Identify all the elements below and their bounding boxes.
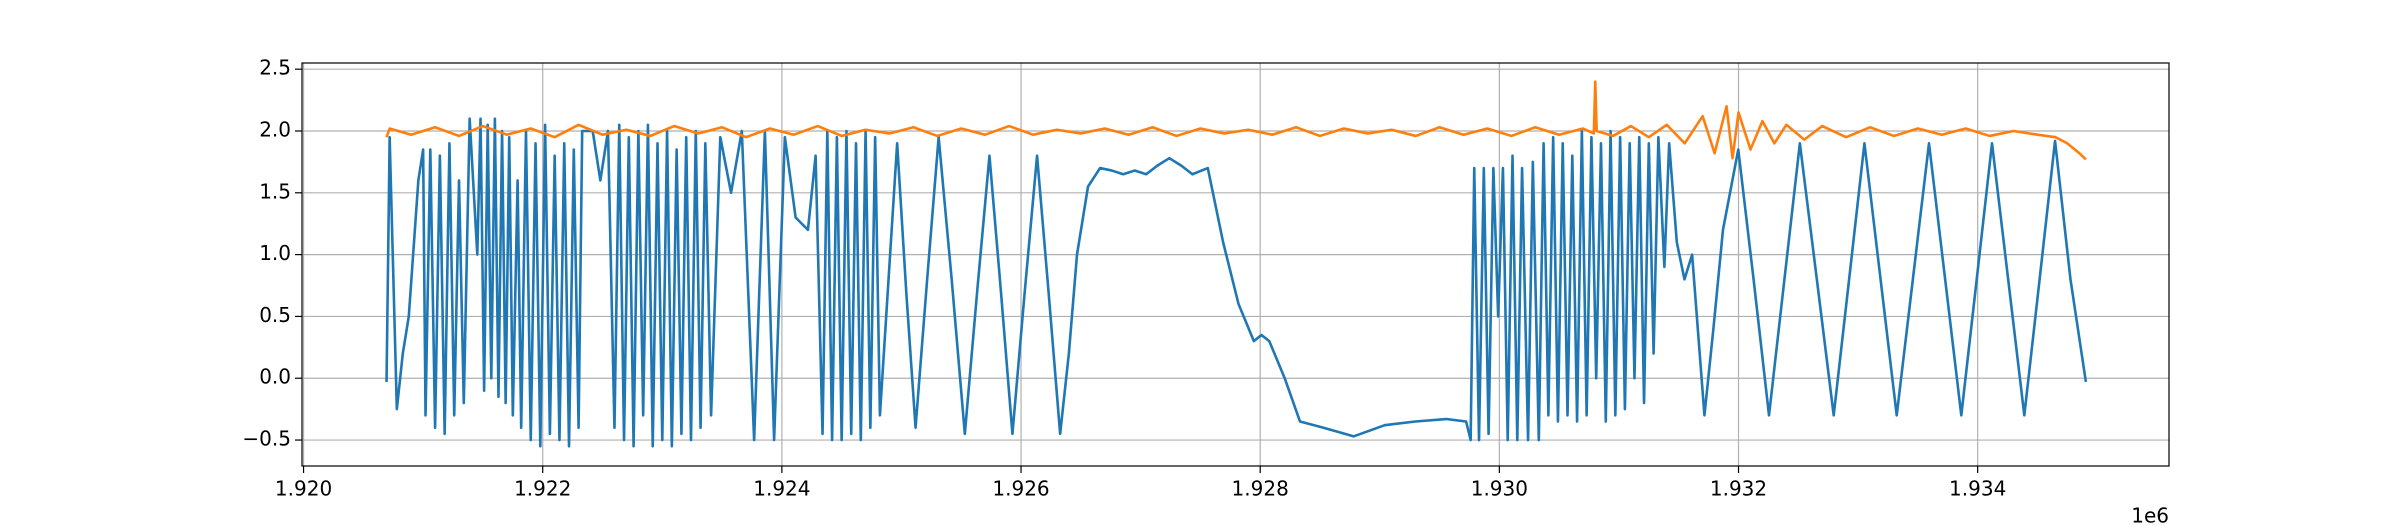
x-tick-label: 1.920 <box>275 477 332 501</box>
y-tick-label: 0.5 <box>259 303 291 327</box>
y-tick-label: 2.0 <box>259 117 291 141</box>
tick-layer: 1.920 1.922 1.924 1.926 1.928 1.930 1.932 1.934… <box>242 56 2006 501</box>
y-tick-label: 0.0 <box>259 365 291 389</box>
y-tick-label: 1.5 <box>259 179 291 203</box>
x-tick-label: 1.928 <box>1232 477 1289 501</box>
x-offset-label: 1e6 <box>2131 504 2169 525</box>
series-line <box>385 117 2088 448</box>
x-tick-label: 1.934 <box>1949 477 2006 501</box>
y-tick-label: −0.5 <box>242 427 291 451</box>
x-tick-label: 1.924 <box>753 477 810 501</box>
x-tick-label: 1.932 <box>1710 477 1767 501</box>
x-tick-label: 1.930 <box>1471 477 1528 501</box>
x-tick-label: 1.922 <box>514 477 571 501</box>
grid-layer <box>302 63 2169 466</box>
y-tick-label: 2.5 <box>259 56 291 80</box>
series-line <box>385 80 2087 161</box>
series-layer <box>385 80 2088 448</box>
plot-frame <box>301 62 2170 467</box>
y-tick-label: 1.0 <box>259 241 291 265</box>
x-tick-label: 1.926 <box>992 477 1049 501</box>
